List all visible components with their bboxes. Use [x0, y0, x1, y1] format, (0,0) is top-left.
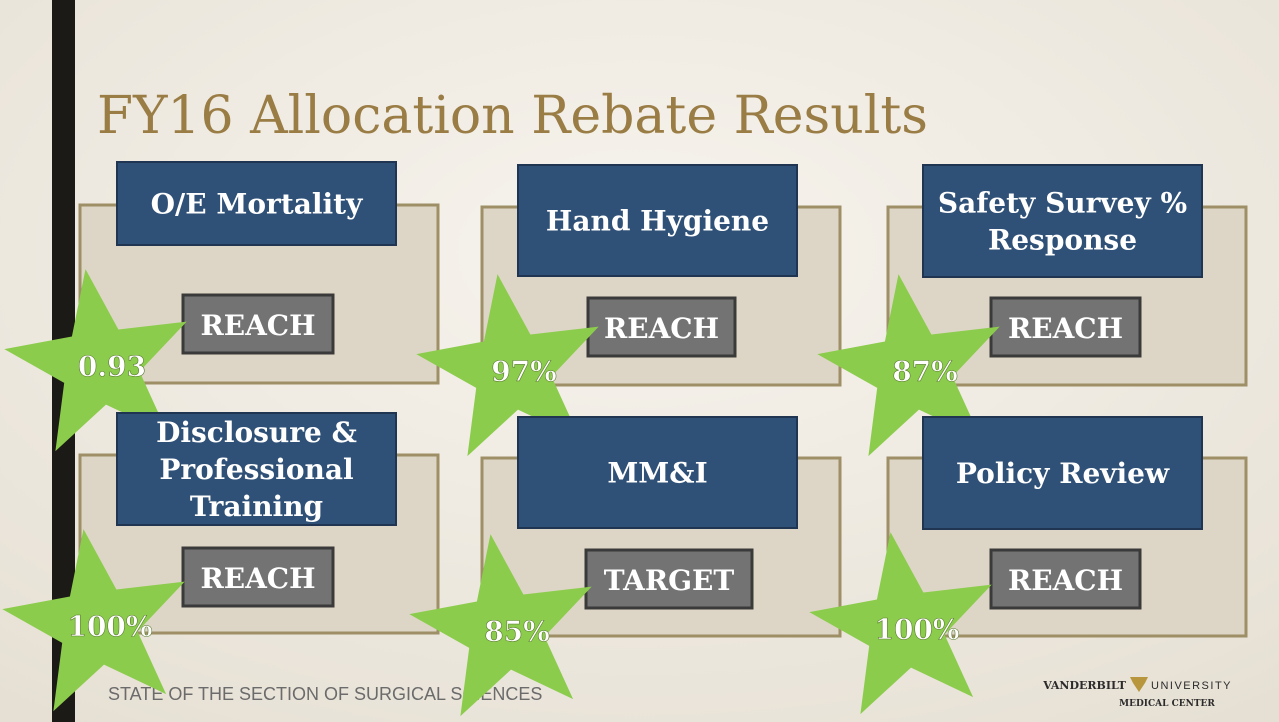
card: Hand Hygiene REACH 97% — [416, 164, 842, 457]
status-label: TARGET — [604, 564, 735, 597]
card-label: Hand Hygiene — [546, 205, 769, 238]
score-star — [416, 274, 599, 457]
status-label: REACH — [200, 562, 315, 595]
card: O/E Mortality REACH 0.93 — [4, 161, 440, 452]
logo-left: VANDERBILT — [1042, 679, 1127, 692]
card-label: Training — [190, 490, 323, 523]
card: MM&I TARGET 85% — [409, 416, 842, 717]
logo-sub: MEDICAL CENTER — [1119, 699, 1215, 709]
status-box — [181, 546, 335, 608]
card: Disclosure & Professional Training REACH 100… — [2, 412, 440, 712]
status-label: REACH — [1008, 312, 1123, 345]
card-header — [922, 416, 1203, 530]
status-label: REACH — [200, 309, 315, 342]
score-star — [4, 269, 187, 452]
card-label: Disclosure & — [156, 416, 357, 449]
cards: O/E Mortality REACH 0.93 Hand Hygiene REACH 9… — [2, 161, 1248, 717]
score-star — [817, 274, 1000, 457]
logo-shield — [1130, 677, 1148, 692]
status-box — [584, 548, 754, 610]
slide-title: FY16 Allocation Rebate Results — [97, 86, 928, 146]
logo: VANDERBILT UNIVERSITY MEDICAL CENTER — [1042, 677, 1232, 709]
status-label: REACH — [604, 312, 719, 345]
logo-right: UNIVERSITY — [1151, 680, 1232, 692]
score-label: 85% — [484, 615, 550, 648]
card-label: Safety Survey % — [938, 187, 1187, 220]
card-header — [517, 416, 798, 529]
card: Policy Review REACH 100% — [809, 416, 1248, 715]
card-label: Policy Review — [956, 457, 1170, 490]
status-box — [181, 293, 335, 355]
status-label: REACH — [1008, 564, 1123, 597]
score-label: 97% — [491, 355, 557, 388]
card-header — [116, 412, 397, 526]
card-label: O/E Mortality — [151, 188, 363, 221]
score-label: 100% — [67, 610, 152, 643]
footer-text: STATE OF THE SECTION OF SURGICAL SCIENCE… — [108, 684, 542, 704]
score-star — [409, 534, 592, 717]
card-header — [517, 164, 798, 277]
card-header — [922, 164, 1203, 278]
status-box — [989, 548, 1142, 610]
card-header — [116, 161, 397, 246]
card: Safety Survey % Response REACH 87% — [817, 164, 1248, 457]
score-star — [809, 532, 992, 715]
score-label: 87% — [892, 355, 958, 388]
card-label: Professional — [159, 453, 353, 486]
score-star — [2, 529, 185, 712]
card-label: MM&I — [607, 457, 707, 490]
card-label: Response — [988, 224, 1137, 257]
status-box — [586, 296, 737, 358]
score-label: 0.93 — [78, 350, 146, 383]
score-label: 100% — [874, 613, 959, 646]
status-box — [989, 296, 1142, 358]
